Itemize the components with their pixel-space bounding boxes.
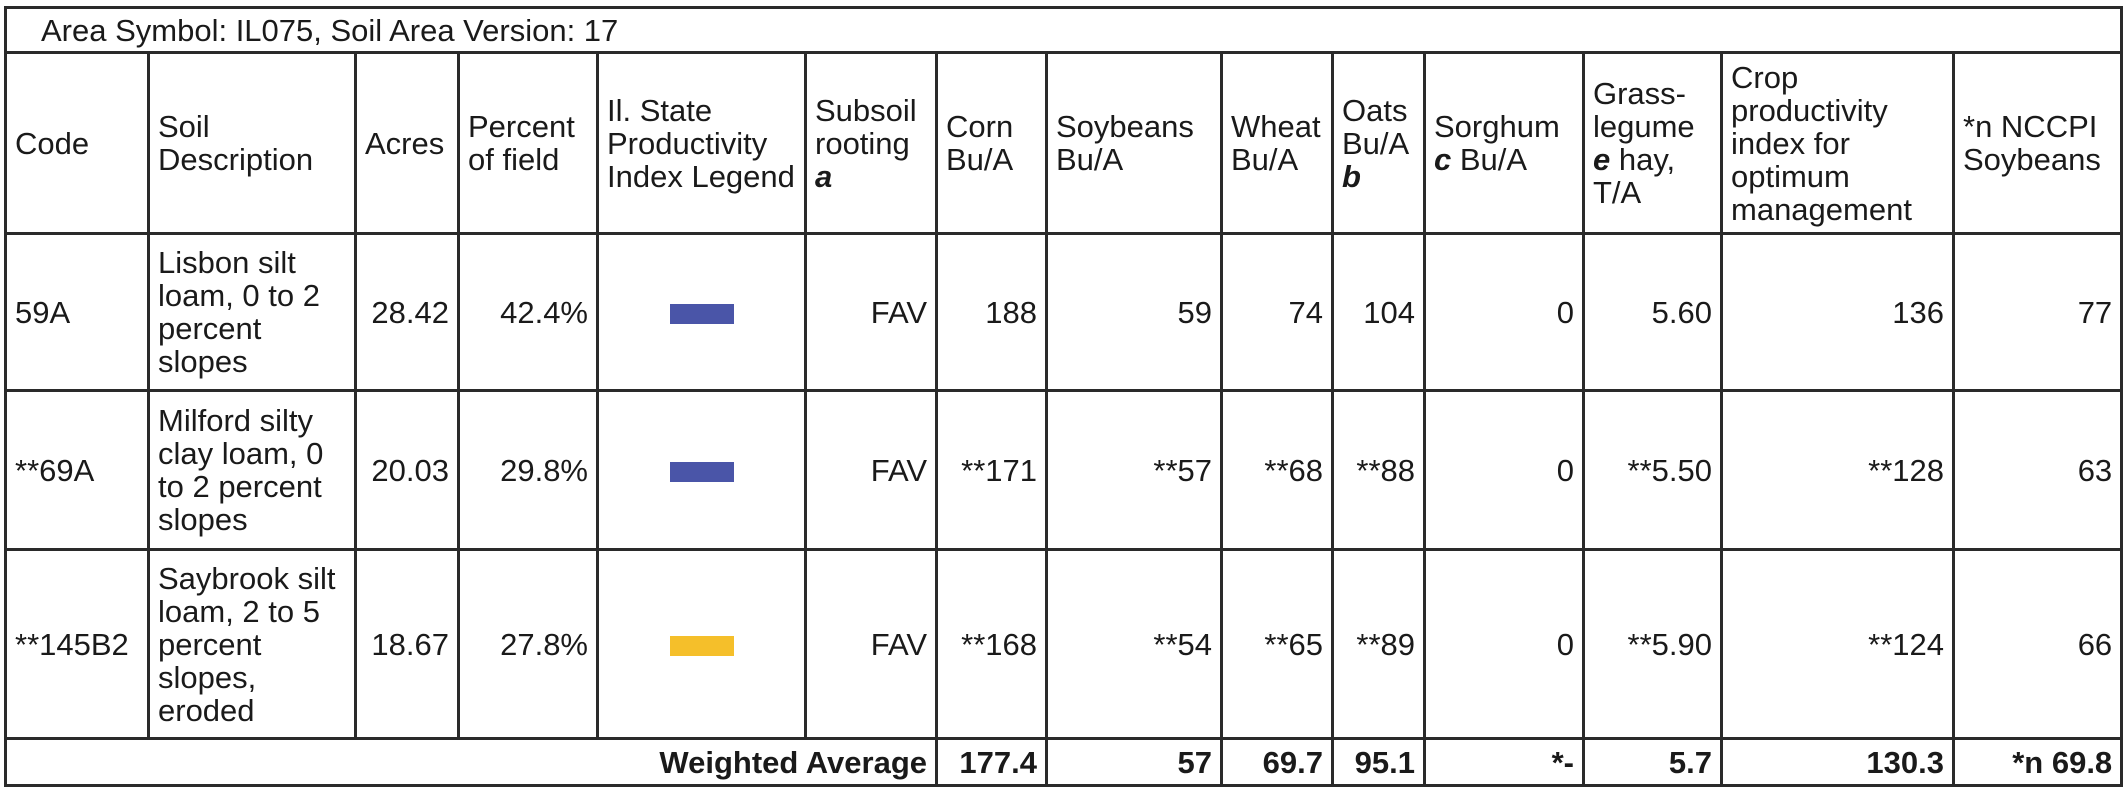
weighted-average-label: Weighted Average (4, 737, 938, 787)
title-row: Area Symbol: IL075, Soil Area Version: 1… (3, 6, 2124, 54)
acres-value: 28.42 (354, 232, 460, 392)
weighted-nccpi: *n 69.8 (1951, 737, 2124, 787)
legend-color-swatch (669, 636, 734, 657)
corn-value: **168 (935, 548, 1048, 740)
header-oats-label: Oats Bu/A (1342, 92, 1410, 161)
header-grass-legume: Grass-legume e hay, T/A (1582, 51, 1723, 235)
nccpi-value: 66 (1951, 548, 2124, 740)
soil-code: 59A (4, 232, 150, 392)
table-row: 59A Lisbon silt loam, 0 to 2 percent slo… (4, 232, 2124, 392)
soil-code: **69A (4, 389, 150, 551)
soil-description: Milford silty clay loam, 0 to 2 percent … (147, 389, 357, 551)
subsoil-value: FAV (804, 389, 938, 551)
percent-value: 29.8% (457, 389, 599, 551)
header-sorghum-label: Sorghum (1434, 109, 1560, 144)
grass-legume-value: **5.50 (1582, 389, 1723, 551)
header-oats: Oats Bu/A b (1331, 51, 1426, 235)
grass-legume-value: 5.60 (1582, 232, 1723, 392)
crop-index-value: **128 (1720, 389, 1955, 551)
sorghum-value: 0 (1423, 389, 1585, 551)
wheat-value: **65 (1220, 548, 1334, 740)
header-grass-label: Grass-legume (1593, 76, 1695, 144)
nccpi-value: 63 (1951, 389, 2124, 551)
legend-color-swatch (669, 462, 734, 483)
acres-value: 18.67 (354, 548, 460, 740)
wheat-value: 74 (1220, 232, 1334, 392)
acres-value: 20.03 (354, 389, 460, 551)
header-sorghum-note: c (1434, 142, 1452, 177)
corn-value: **171 (935, 389, 1048, 551)
wheat-value: **68 (1220, 389, 1334, 551)
weighted-sorghum: *- (1423, 737, 1585, 787)
legend-cell (596, 389, 807, 551)
oats-value: 104 (1331, 232, 1426, 392)
weighted-wheat: 69.7 (1220, 737, 1334, 787)
crop-index-value: **124 (1720, 548, 1955, 740)
header-nccpi-soybeans: *n NCCPI Soybeans (1951, 51, 2124, 235)
header-acres: Acres (354, 51, 460, 235)
weighted-corn: 177.4 (935, 737, 1048, 787)
header-sorghum-unit: Bu/A (1459, 142, 1528, 177)
header-grass-note: e (1593, 142, 1611, 177)
weighted-average-row: Weighted Average 177.4 57 69.7 95.1 *- 5… (4, 737, 2124, 787)
header-sorghum: Sorghum c Bu/A (1423, 51, 1585, 235)
soil-productivity-table: Area Symbol: IL075, Soil Area Version: 1… (3, 6, 2124, 787)
corn-value: 188 (935, 232, 1048, 392)
table-row: **69A Milford silty clay loam, 0 to 2 pe… (4, 389, 2124, 551)
weighted-grass-legume: 5.7 (1582, 737, 1723, 787)
nccpi-value: 77 (1951, 232, 2124, 392)
soybeans-value: **54 (1045, 548, 1223, 740)
subsoil-value: FAV (804, 548, 938, 740)
header-row: Code Soil Description Acres Percent of f… (4, 51, 2124, 235)
legend-color-swatch (669, 304, 734, 325)
legend-cell (596, 232, 807, 392)
header-oats-note: b (1342, 158, 1361, 194)
grass-legume-value: **5.90 (1582, 548, 1723, 740)
header-subsoil-rooting: Subsoil rooting a (804, 51, 938, 235)
soil-description: Lisbon silt loam, 0 to 2 percent slopes (147, 232, 357, 392)
sorghum-value: 0 (1423, 232, 1585, 392)
header-grass-unit: hay, T/A (1593, 142, 1676, 210)
header-soybeans: Soybeans Bu/A (1045, 51, 1223, 235)
table-row: **145B2 Saybrook silt loam, 2 to 5 perce… (4, 548, 2124, 740)
percent-value: 27.8% (457, 548, 599, 740)
soil-description: Saybrook silt loam, 2 to 5 percent slope… (147, 548, 357, 740)
header-soil-description: Soil Description (147, 51, 357, 235)
soybeans-value: **57 (1045, 389, 1223, 551)
weighted-soybeans: 57 (1045, 737, 1223, 787)
weighted-oats: 95.1 (1331, 737, 1426, 787)
header-crop-productivity-index: Crop productivity index for optimum mana… (1720, 51, 1955, 235)
header-subsoil-rooting-note: a (815, 158, 833, 194)
header-wheat: Wheat Bu/A (1220, 51, 1334, 235)
area-symbol-title: Area Symbol: IL075, Soil Area Version: 1… (3, 6, 2124, 54)
soil-code: **145B2 (4, 548, 150, 740)
header-code: Code (4, 51, 150, 235)
oats-value: **89 (1331, 548, 1426, 740)
header-percent-of-field: Percent of field (457, 51, 599, 235)
header-corn: Corn Bu/A (935, 51, 1048, 235)
header-subsoil-rooting-label: Subsoil rooting (815, 92, 917, 161)
weighted-crop-index: 130.3 (1720, 737, 1955, 787)
sorghum-value: 0 (1423, 548, 1585, 740)
percent-value: 42.4% (457, 232, 599, 392)
header-productivity-legend: Il. State Productivity Index Legend (596, 51, 807, 235)
soybeans-value: 59 (1045, 232, 1223, 392)
subsoil-value: FAV (804, 232, 938, 392)
oats-value: **88 (1331, 389, 1426, 551)
crop-index-value: 136 (1720, 232, 1955, 392)
legend-cell (596, 548, 807, 740)
